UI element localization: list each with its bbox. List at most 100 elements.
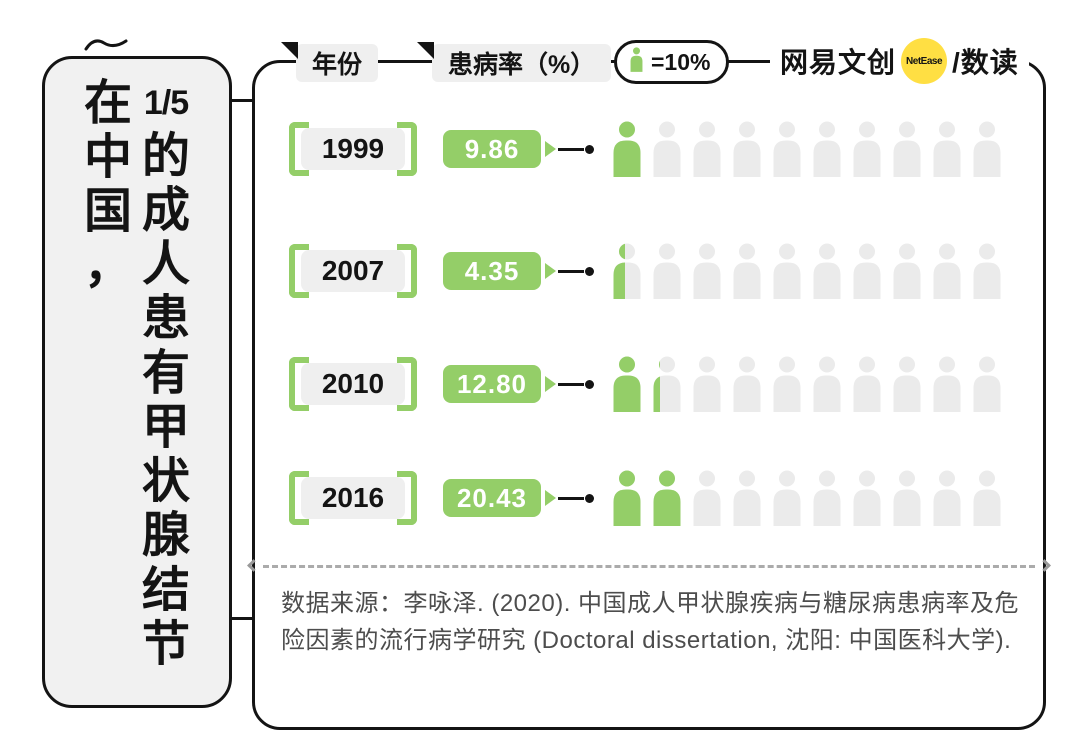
- vertical-title-char: 患: [142, 292, 191, 346]
- person-icon: [650, 243, 684, 299]
- legend-pill: =10%: [614, 40, 730, 84]
- vertical-title-char: 人: [142, 238, 191, 292]
- vertical-title-char: 中: [83, 131, 132, 185]
- pointer-triangle-icon: [545, 141, 556, 157]
- connector-dot: [585, 379, 594, 389]
- vertical-title-char: ，: [83, 239, 132, 293]
- chart-row-2016: 2016 20.43: [289, 469, 1004, 527]
- person-icon: [730, 121, 764, 177]
- year-label: 2007: [289, 244, 417, 298]
- value-badge: 12.80: [443, 365, 541, 403]
- rate-column-header: 患病率（%）: [417, 42, 612, 82]
- year-header-text: 年份: [312, 51, 363, 79]
- person-icon: [970, 470, 1004, 526]
- data-source-text: 数据来源：李咏泽. (2020). 中国成人甲状腺疾病与糖尿病患病率及危险因素的…: [281, 590, 1020, 655]
- pictogram: [610, 356, 1004, 412]
- vertical-title-char: 在: [83, 77, 132, 130]
- person-icon: [730, 470, 764, 526]
- connector-line-bottom: [229, 617, 254, 620]
- netease-badge-icon: NetEase: [901, 38, 948, 84]
- person-icon: [730, 243, 764, 299]
- connector-dot: [585, 144, 594, 154]
- person-icon: [610, 356, 644, 412]
- value-connector-group: 4.35: [443, 252, 594, 290]
- vertical-title-char: 甲: [142, 400, 191, 454]
- person-icon: [629, 46, 644, 78]
- person-icon: [810, 121, 844, 177]
- pointer-triangle-icon: [545, 490, 556, 506]
- vertical-title-char: 国: [83, 185, 132, 239]
- value-text: 9.86: [464, 133, 520, 164]
- person-icon: [930, 121, 964, 177]
- person-icon: [930, 470, 964, 526]
- chart-row-2010: 2010 12.80: [289, 355, 1004, 413]
- value-badge: 20.43: [443, 479, 541, 517]
- person-icon: [890, 356, 924, 412]
- vertical-title-char: 的: [142, 129, 191, 183]
- logo-suffix-text: /数读: [952, 47, 1019, 78]
- pennant-icon: [281, 42, 298, 59]
- pennant-icon: [417, 42, 434, 59]
- person-icon: [850, 121, 884, 177]
- person-icon: [810, 470, 844, 526]
- person-icon: [690, 470, 724, 526]
- connector-line: [558, 382, 584, 386]
- value-connector-group: 20.43: [443, 479, 594, 517]
- person-icon: [930, 356, 964, 412]
- value-text: 12.80: [456, 368, 528, 399]
- person-icon: [970, 356, 1004, 412]
- pictogram: [610, 470, 1004, 526]
- year-text: 2007: [321, 255, 385, 286]
- value-badge: 9.86: [443, 130, 541, 168]
- vertical-title-char: 1/5: [143, 84, 189, 122]
- person-icon: [970, 243, 1004, 299]
- pictogram: [610, 121, 1004, 177]
- person-icon: [850, 470, 884, 526]
- person-icon: [770, 121, 804, 177]
- connector-line-top: [229, 99, 254, 102]
- person-icon: [690, 121, 724, 177]
- connector-dot: [585, 493, 594, 503]
- person-icon: [770, 470, 804, 526]
- cut-mark-left-icon: [247, 559, 260, 572]
- year-label: 2016: [289, 471, 417, 525]
- person-icon: [810, 243, 844, 299]
- connector-line: [558, 269, 584, 273]
- person-icon: [650, 356, 684, 412]
- value-connector-group: 9.86: [443, 130, 594, 168]
- main-panel: 1999 9.86 2007 4.35: [247, 60, 1051, 730]
- vertical-title-char: 成: [142, 183, 191, 237]
- person-icon: [810, 356, 844, 412]
- cut-mark-right-icon: [1038, 559, 1051, 572]
- person-icon: [930, 243, 964, 299]
- year-label: 2010: [289, 357, 417, 411]
- person-icon: [890, 121, 924, 177]
- value-text: 4.35: [464, 255, 520, 286]
- person-icon: [610, 243, 644, 299]
- person-icon: [650, 470, 684, 526]
- year-text: 2010: [321, 368, 385, 399]
- person-icon: [650, 121, 684, 177]
- person-icon: [770, 356, 804, 412]
- vertical-title-char: 结: [142, 563, 191, 617]
- person-icon: [610, 470, 644, 526]
- person-icon: [890, 470, 924, 526]
- person-icon: [730, 356, 764, 412]
- pointer-triangle-icon: [545, 263, 556, 279]
- vertical-title-char: 腺: [142, 509, 191, 563]
- year-label: 1999: [289, 122, 417, 176]
- dashed-divider: [247, 559, 1051, 572]
- year-text: 1999: [321, 133, 385, 164]
- year-text: 2016: [321, 482, 385, 513]
- pointer-triangle-icon: [545, 376, 556, 392]
- connector-dot: [585, 266, 594, 276]
- chart-row-2007: 2007 4.35: [289, 242, 1004, 300]
- vertical-title-char: 有: [142, 346, 191, 400]
- person-icon: [690, 243, 724, 299]
- person-icon: [890, 243, 924, 299]
- left-banner: 在中国， 1/5 的成人患有甲状腺结节: [42, 56, 232, 708]
- logo-brand-text: 网易文创: [780, 47, 897, 78]
- person-icon: [770, 243, 804, 299]
- person-icon: [690, 356, 724, 412]
